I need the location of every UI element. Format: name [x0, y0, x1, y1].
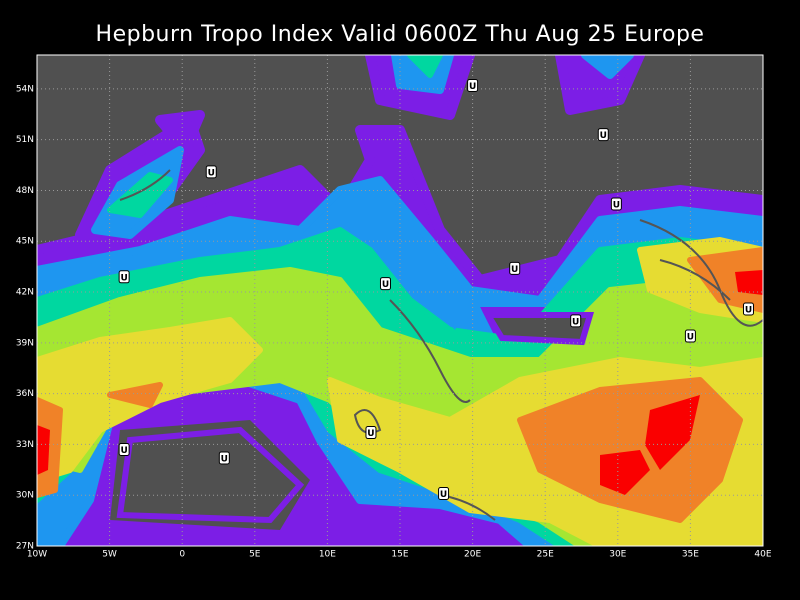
marker — [218, 451, 230, 465]
marker-label: U — [440, 490, 447, 500]
marker-label: U — [572, 317, 579, 327]
markers: U U U U U U U U U U U U U U — [118, 78, 754, 501]
marker-label: U — [367, 429, 374, 439]
marker — [205, 165, 217, 179]
marker — [570, 314, 582, 328]
marker — [467, 78, 479, 92]
marker-label: U — [120, 446, 127, 456]
y-tick-label: 39N — [16, 338, 34, 348]
y-tick-label: 36N — [16, 389, 34, 399]
y-tick-label: 42N — [16, 288, 34, 298]
marker — [597, 128, 609, 142]
x-tick-label: 0 — [179, 550, 185, 560]
x-tick-label: 10E — [319, 550, 336, 560]
x-tick-label: 15E — [391, 550, 408, 560]
marker — [684, 329, 696, 343]
marker-label: U — [120, 273, 127, 283]
y-tick-label: 27N — [16, 542, 34, 552]
x-tick-label: 40E — [754, 550, 771, 560]
title: Hepburn Tropo Index Valid 0600Z Thu Aug … — [96, 22, 705, 47]
marker-label: U — [208, 168, 215, 178]
x-tick-label: 20E — [464, 550, 481, 560]
y-tick-label: 51N — [16, 135, 34, 145]
marker-label: U — [382, 280, 389, 290]
marker — [118, 270, 130, 284]
map-frame — [36, 54, 764, 547]
y-tick-label: 48N — [16, 186, 34, 196]
marker-label: U — [745, 305, 752, 315]
marker-label: U — [511, 265, 518, 275]
marker-label: U — [687, 333, 694, 343]
x-tick-label: 30E — [609, 550, 626, 560]
marker — [742, 302, 754, 316]
x-tick-label: 25E — [537, 550, 554, 560]
map-field — [37, 55, 763, 546]
y-tick-label: 54N — [16, 84, 34, 94]
marker-label: U — [613, 200, 620, 210]
marker — [379, 277, 391, 291]
marker-label: U — [600, 131, 607, 141]
marker — [610, 197, 622, 211]
y-tick-label: 45N — [16, 237, 34, 247]
marker — [509, 261, 521, 275]
y-tick-label: 30N — [16, 491, 34, 501]
x-tick-label: 5E — [249, 550, 261, 560]
marker-label: U — [221, 454, 228, 464]
x-tick-label: 10W — [27, 550, 47, 560]
y-tick-label: 33N — [16, 440, 34, 450]
tick-labels: 10W 5W 0 5E 10E 15E 20E 25E 30E 35E 40E 27N 30N 33N 36… — [16, 84, 772, 559]
x-tick-label: 5W — [102, 550, 117, 560]
marker — [365, 426, 377, 440]
marker-label: U — [469, 82, 476, 92]
x-tick-label: 35E — [682, 550, 699, 560]
marker — [118, 442, 130, 456]
marker — [438, 487, 450, 501]
